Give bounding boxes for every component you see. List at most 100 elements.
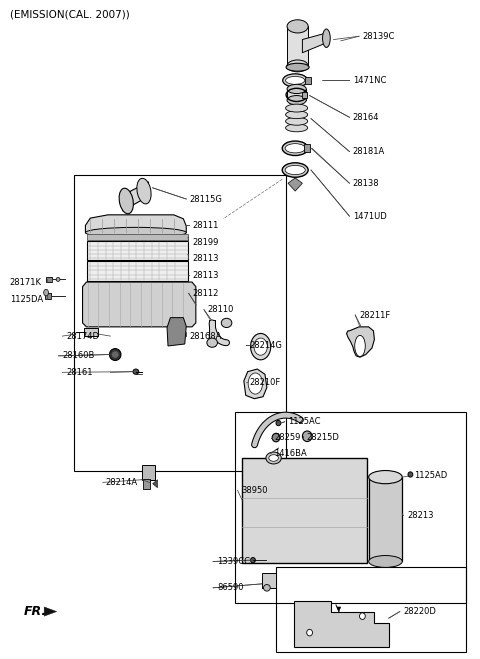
Ellipse shape (254, 338, 267, 355)
Bar (84, 328, 98, 336)
Ellipse shape (360, 613, 365, 619)
Ellipse shape (283, 74, 308, 87)
Ellipse shape (323, 29, 330, 47)
Text: 1125DA: 1125DA (10, 295, 43, 304)
Bar (74, 175, 286, 471)
Polygon shape (83, 282, 196, 327)
Polygon shape (302, 33, 326, 53)
Bar (305, 77, 311, 84)
Text: 1125AC: 1125AC (288, 417, 321, 426)
Text: 28174D: 28174D (66, 331, 99, 341)
Bar (369, 477, 402, 561)
Polygon shape (85, 215, 186, 233)
Ellipse shape (286, 111, 308, 119)
Text: 28112: 28112 (192, 289, 218, 298)
Text: 28160B: 28160B (62, 351, 95, 360)
Text: 28161: 28161 (66, 368, 93, 377)
Polygon shape (167, 318, 186, 346)
Bar (87, 261, 188, 281)
Polygon shape (347, 327, 374, 357)
Polygon shape (287, 26, 308, 66)
Text: 1125AD: 1125AD (414, 471, 447, 480)
Text: 28168A: 28168A (190, 331, 222, 341)
Polygon shape (294, 601, 389, 647)
Text: 28211F: 28211F (359, 310, 390, 320)
Text: 1339CC: 1339CC (217, 557, 250, 566)
Bar (87, 234, 188, 240)
Bar (262, 573, 276, 588)
Bar (235, 412, 466, 603)
Ellipse shape (264, 585, 270, 591)
Ellipse shape (56, 277, 60, 281)
Bar (143, 479, 150, 489)
Ellipse shape (302, 431, 312, 442)
Bar (142, 465, 155, 480)
Ellipse shape (287, 84, 306, 94)
Ellipse shape (286, 63, 309, 71)
Text: 28214G: 28214G (250, 341, 282, 350)
Ellipse shape (133, 369, 139, 374)
Ellipse shape (112, 351, 119, 358)
Bar (46, 277, 52, 282)
Ellipse shape (272, 434, 280, 442)
Text: 38950: 38950 (241, 486, 267, 495)
Ellipse shape (285, 144, 305, 153)
Ellipse shape (251, 333, 271, 360)
Ellipse shape (248, 373, 263, 394)
Text: 28113: 28113 (192, 271, 218, 280)
Text: 28181A: 28181A (353, 147, 385, 156)
Ellipse shape (286, 104, 308, 112)
Polygon shape (287, 89, 306, 100)
Text: 86590: 86590 (217, 583, 243, 592)
Text: 28215D: 28215D (306, 433, 339, 442)
Bar (302, 92, 307, 98)
Ellipse shape (286, 76, 305, 84)
Ellipse shape (286, 117, 308, 125)
Text: (EMISSION(CAL. 2007)): (EMISSION(CAL. 2007)) (10, 10, 129, 20)
Polygon shape (44, 607, 57, 616)
Bar (45, 293, 51, 299)
Bar (87, 241, 188, 260)
Ellipse shape (285, 165, 305, 175)
Ellipse shape (109, 349, 121, 360)
Ellipse shape (251, 558, 255, 563)
Ellipse shape (282, 163, 308, 177)
Bar (304, 144, 310, 152)
Polygon shape (244, 369, 267, 399)
Ellipse shape (207, 338, 217, 347)
Polygon shape (122, 182, 149, 211)
Ellipse shape (287, 60, 308, 72)
Text: 1416BA: 1416BA (274, 449, 307, 458)
Ellipse shape (276, 420, 281, 426)
Ellipse shape (369, 471, 402, 484)
Text: 28115G: 28115G (190, 194, 222, 204)
Text: 28171K: 28171K (10, 277, 42, 287)
Text: 28110: 28110 (207, 305, 234, 314)
Ellipse shape (269, 455, 278, 461)
Text: 28138: 28138 (353, 179, 379, 188)
Ellipse shape (369, 556, 402, 567)
Polygon shape (288, 178, 302, 191)
Ellipse shape (282, 141, 308, 156)
Ellipse shape (266, 452, 281, 464)
Bar (276, 567, 466, 652)
Bar (242, 458, 367, 563)
Ellipse shape (221, 318, 232, 328)
Ellipse shape (85, 227, 186, 238)
Ellipse shape (408, 472, 413, 477)
Polygon shape (153, 480, 157, 488)
Ellipse shape (307, 629, 312, 636)
Text: 28214A: 28214A (106, 478, 138, 487)
Text: 28210F: 28210F (250, 378, 281, 387)
Ellipse shape (287, 20, 308, 33)
Ellipse shape (44, 289, 48, 296)
Text: 28111: 28111 (192, 221, 218, 230)
Text: 28164: 28164 (353, 113, 379, 122)
Text: 1471NC: 1471NC (353, 76, 386, 85)
Ellipse shape (287, 96, 306, 105)
Text: 28220D: 28220D (403, 607, 436, 616)
Text: FR.: FR. (24, 605, 47, 618)
Ellipse shape (137, 179, 151, 204)
Text: 28199: 28199 (192, 238, 218, 247)
Text: 1471UD: 1471UD (353, 212, 386, 221)
